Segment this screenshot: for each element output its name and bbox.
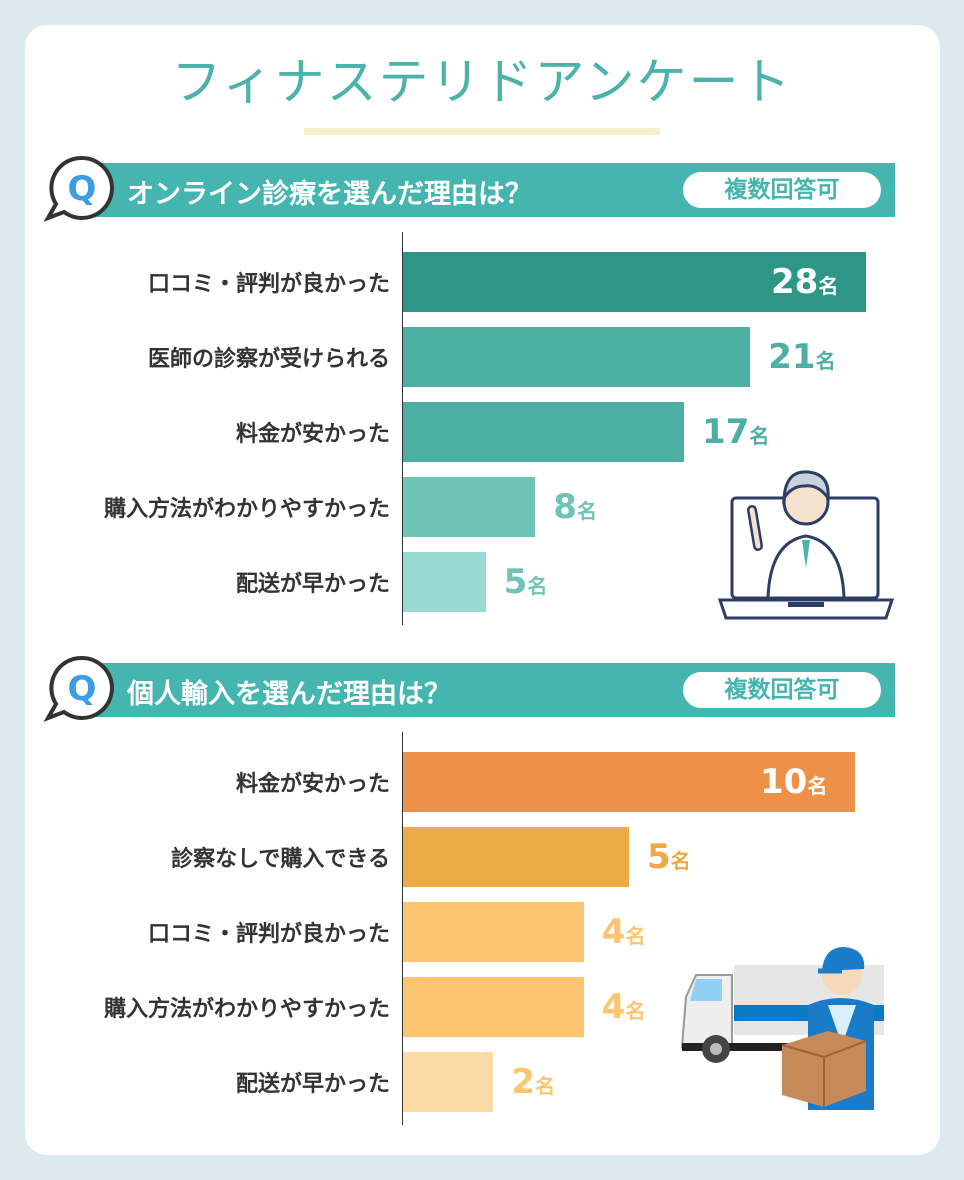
value-number: 17 [702,412,750,452]
bar-row: 購入方法がわかりやすかった 4名 [0,977,964,1037]
category-label: 配送が早かった [235,572,390,597]
value-label: 17名 [702,412,769,452]
value-unit: 名 [527,574,548,598]
category-label: 口コミ・評判が良かった [147,922,390,947]
page-title: フィナステリドアンケート [171,53,793,111]
value-number: 8 [553,487,577,527]
value-unit: 名 [818,274,839,298]
value-number: 2 [511,1062,536,1102]
question-header-2: 個人輸入を選んだ理由は？ 複数回答可 [85,663,895,717]
category-label: 医師の診察が受けられる [147,347,390,372]
value-unit: 名 [815,349,836,373]
bar [403,752,855,812]
delivery-truck-illustration [680,947,884,1110]
value-label: 28名 [771,262,838,302]
value-number: 5 [503,562,528,602]
speech-bubble-q-icon: Q [43,155,114,222]
bar-row: 診察なしで購入できる 5名 [0,827,964,887]
bar-row: 料金が安かった 17名 [0,402,964,462]
question-title: 個人輸入を選んだ理由は？ [127,679,451,710]
bar-row: 医師の診察が受けられる 21名 [0,327,964,387]
value-unit: 名 [807,774,828,798]
title-underline [304,128,660,135]
value-label: 2名 [511,1062,555,1102]
bar-row: 料金が安かった 10名 [0,752,964,812]
value-unit: 名 [625,999,646,1023]
value-unit: 名 [576,499,597,523]
category-label: 配送が早かった [235,1072,390,1097]
q-letter: Q [68,169,97,209]
value-number: 4 [601,912,626,952]
category-label: 料金が安かった [235,422,390,447]
y-axis-line [402,732,403,1125]
category-label: 購入方法がわかりやすかった [103,997,390,1022]
bar [403,252,866,312]
speech-bubble-q-icon: Q [43,655,114,722]
category-label: 料金が安かった [235,772,390,797]
bar [403,1052,494,1112]
value-number: 4 [601,987,626,1027]
bar-row: 口コミ・評判が良かった 4名 [0,902,964,962]
value-label: 5名 [647,837,691,877]
value-unit: 名 [749,424,770,448]
value-unit: 名 [625,924,646,948]
value-label: 8名 [553,487,597,527]
multiple-answer-badge: 複数回答可 [683,172,881,208]
question-header-1: オンライン診療を選んだ理由は？ 複数回答可 [85,163,895,217]
bar [403,327,751,387]
bar [403,902,584,962]
multiple-answer-badge: 複数回答可 [683,672,881,708]
value-label: 4名 [602,912,646,952]
bar [403,552,486,612]
bar-row: 配送が早かった 2名 [0,1052,964,1112]
category-label: 購入方法がわかりやすかった [103,497,390,522]
bar [403,402,685,462]
question-title: オンライン診療を選んだ理由は？ [127,179,532,210]
bar-row: 配送が早かった 5名 [0,552,964,612]
value-label: 5名 [504,562,548,602]
value-unit: 名 [670,849,691,873]
bar [403,827,629,887]
doctor-laptop-illustration [718,470,894,620]
value-unit: 名 [535,1074,556,1098]
value-label: 21名 [768,337,835,377]
bar [403,977,584,1037]
bar-row: 購入方法がわかりやすかった 8名 [0,477,964,537]
category-label: 口コミ・評判が良かった [147,272,390,297]
value-label: 4名 [602,987,646,1027]
value-number: 28 [771,262,819,302]
value-number: 21 [768,337,816,377]
bar [403,477,536,537]
value-number: 5 [647,837,671,877]
value-label: 10名 [760,762,827,802]
y-axis-line [402,232,403,625]
value-number: 10 [760,762,808,802]
q-letter: Q [68,669,97,709]
category-label: 診察なしで購入できる [171,847,390,872]
bar-row: 口コミ・評判が良かった 28名 [0,252,964,312]
